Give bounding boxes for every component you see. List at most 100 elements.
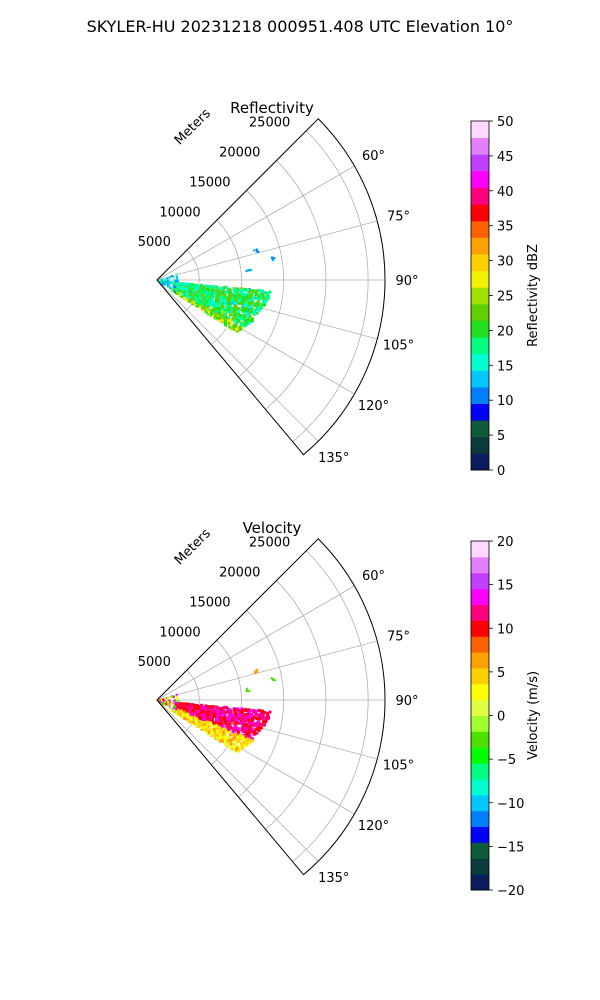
echo-gate [248, 308, 252, 312]
echo-gate [168, 696, 171, 699]
echo-gate [202, 726, 206, 730]
echo-gate [168, 699, 171, 702]
echo-gate [248, 314, 252, 318]
echo-gate [172, 701, 175, 704]
echo-gate [236, 315, 240, 319]
echo-gate [258, 717, 262, 721]
echo-gate [225, 299, 229, 303]
echo-gate [230, 327, 234, 331]
echo-gate [262, 711, 266, 715]
echo-gate [220, 295, 224, 299]
echo-gate [222, 311, 226, 315]
echo-gate [246, 733, 250, 737]
echo-gate [224, 302, 228, 306]
echo-gate [243, 297, 247, 301]
colorbar-swatch [471, 778, 489, 796]
echo-gate [241, 723, 245, 727]
echo-gate [225, 305, 229, 309]
echo-gate [266, 294, 270, 298]
echo-gate [256, 721, 260, 725]
echo-gate [259, 306, 263, 310]
echo-gate [235, 709, 239, 713]
echo-gate [224, 732, 228, 736]
echo-gate [200, 724, 204, 728]
echo-gate [248, 728, 252, 732]
echo-gate [186, 295, 190, 299]
echo-gate [227, 307, 231, 311]
echo-gate [239, 327, 243, 331]
echo-gate [162, 283, 165, 286]
colorbar: −20 −15 −10 −5 0 5 10 15 20 Velocity (m/s) [470, 535, 541, 899]
echo-gate [261, 293, 265, 297]
echo-gate [249, 289, 253, 293]
echo-gate [182, 296, 186, 300]
colorbar-swatch [471, 556, 489, 574]
echo-gate [176, 702, 179, 705]
echo-gate [239, 721, 243, 725]
echo-gate [245, 732, 249, 736]
echo-gate [222, 709, 226, 713]
colorbar-swatch [471, 420, 489, 438]
echo-gate [233, 740, 237, 744]
echo-gate [252, 249, 255, 252]
echo-gate [223, 321, 227, 325]
echo-gate [234, 298, 238, 302]
echo-gate [172, 281, 175, 284]
colorbar-swatch [471, 303, 489, 321]
echo-gate [215, 705, 219, 709]
echo-gate [200, 302, 204, 306]
echo-gate [183, 702, 187, 706]
colorbar-tick-label: 10 [497, 622, 514, 637]
colorbar-swatch [471, 858, 489, 875]
echo-gate [216, 310, 220, 314]
echo-gate [224, 312, 228, 316]
colorbar-swatch [471, 699, 489, 716]
echo-gate [231, 730, 235, 734]
echo-gate [215, 727, 219, 731]
echo-gate [237, 311, 241, 315]
colorbar-swatch [471, 287, 489, 305]
echo-gate [210, 308, 214, 312]
echo-gate [257, 728, 261, 732]
echo-gate [237, 721, 241, 725]
echo-gate [229, 742, 233, 746]
echo-gate [173, 288, 177, 292]
echo-gate [255, 248, 258, 251]
echo-gate [239, 736, 243, 740]
echo-gate [243, 717, 247, 721]
echo-gate [175, 288, 178, 291]
echo-gate [210, 295, 214, 299]
echo-gate [201, 710, 205, 714]
echo-gate [245, 708, 249, 712]
r-tick-label: 5000 [138, 235, 171, 250]
theta-tick-label: 135° [318, 871, 349, 886]
echo-gate [161, 702, 164, 705]
echo-gate [242, 295, 246, 299]
echo-gate [196, 705, 200, 709]
grid-spoke [156, 585, 355, 701]
echo-gate [235, 329, 239, 333]
echo-gate [186, 715, 190, 719]
echo-gate [175, 280, 178, 283]
echo-gate [234, 323, 238, 327]
echo-gate [179, 710, 183, 714]
echo-gate [228, 708, 232, 712]
echo-gate [244, 738, 248, 742]
echo-gate [246, 292, 250, 296]
echo-gate [162, 278, 165, 281]
echo-gate [228, 722, 232, 726]
echo-gate [267, 716, 271, 720]
echo-gate [178, 286, 182, 290]
echo-gate [182, 716, 186, 720]
colorbar-swatch [471, 842, 489, 859]
echo-gate [253, 710, 257, 714]
r-tick-label: 25000 [249, 116, 290, 131]
echo-gate [244, 308, 248, 312]
echo-gate [222, 289, 226, 293]
echo-gate [215, 307, 219, 311]
echo-gate [195, 712, 199, 716]
echo-gate [267, 296, 271, 300]
echo-gate [229, 739, 233, 743]
colorbar-tick-label: 5 [497, 429, 505, 444]
echo-gate [207, 310, 211, 314]
